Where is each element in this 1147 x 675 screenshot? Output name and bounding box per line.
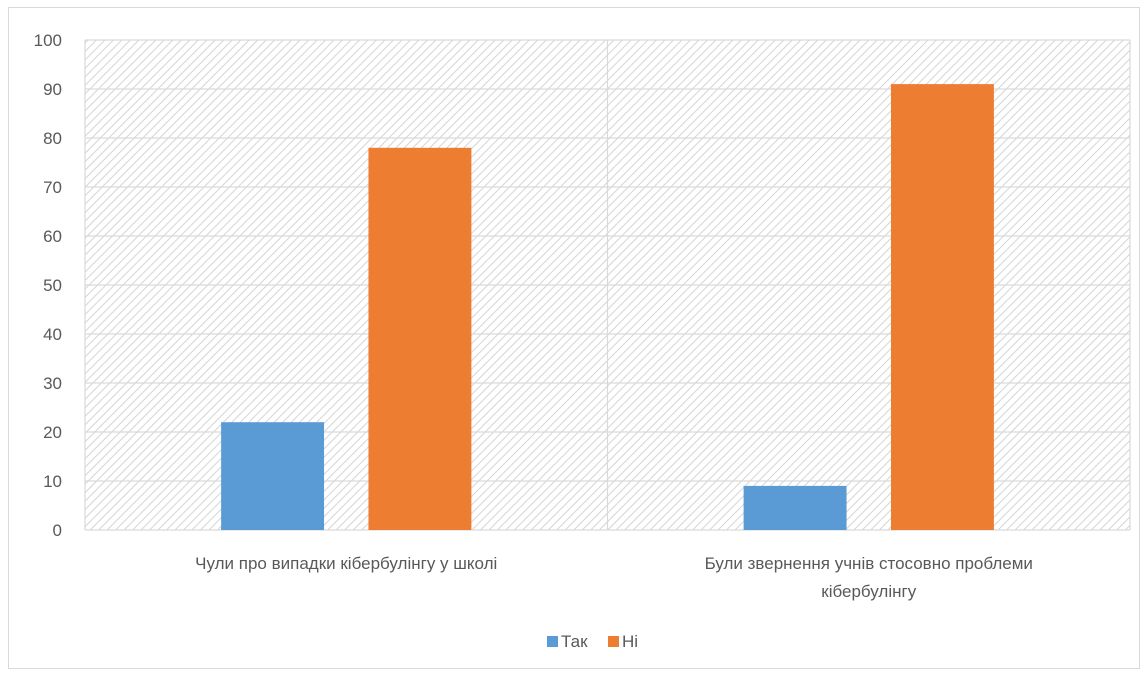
y-tick-label: 60 [43, 227, 62, 246]
legend: Так Ні [547, 632, 638, 651]
y-tick-label: 50 [43, 276, 62, 295]
bar-tak-1[interactable] [221, 422, 325, 530]
y-tick-label: 0 [53, 521, 62, 540]
y-tick-label: 30 [43, 374, 62, 393]
y-tick-label: 70 [43, 178, 62, 197]
x-axis: Чули про випадки кібербулінгу у школі Бул… [195, 554, 1033, 601]
bar-ni-1[interactable] [368, 147, 472, 531]
legend-swatch [547, 636, 558, 647]
y-tick-label: 80 [43, 129, 62, 148]
y-tick-label: 90 [43, 80, 62, 99]
y-tick-label: 20 [43, 423, 62, 442]
y-axis: 0 10 20 30 40 50 60 70 80 90 100 [34, 31, 62, 540]
x-category-label: Були звернення учнів стосовно проблеми [705, 554, 1033, 573]
bar-ni-2[interactable] [890, 84, 994, 530]
legend-swatch [608, 636, 619, 647]
y-tick-label: 10 [43, 472, 62, 491]
x-category-label: кібербулінгу [821, 582, 916, 601]
legend-label: Ні [622, 632, 638, 651]
bars [221, 84, 994, 531]
legend-label: Так [561, 632, 588, 651]
x-category-label: Чули про випадки кібербулінгу у школі [195, 554, 497, 573]
y-tick-label: 100 [34, 31, 62, 50]
bar-tak-2[interactable] [743, 485, 847, 530]
y-tick-label: 40 [43, 325, 62, 344]
